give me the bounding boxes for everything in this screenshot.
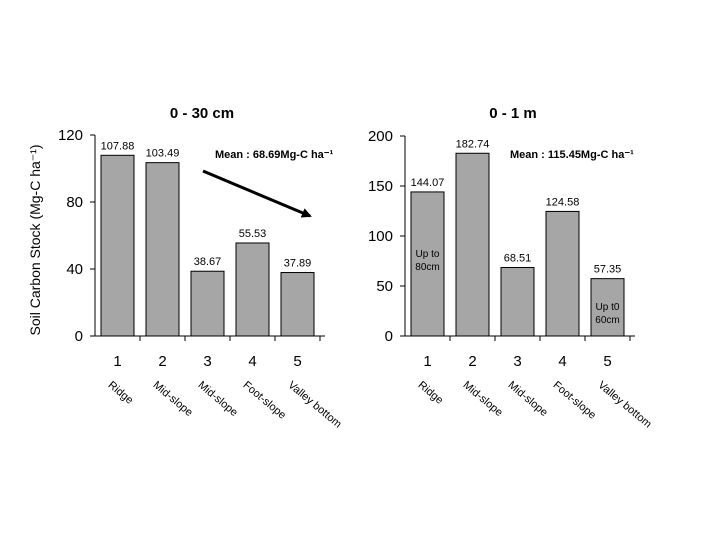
trend-arrow bbox=[202, 169, 312, 218]
category-number: 1 bbox=[113, 353, 121, 370]
bar bbox=[145, 162, 180, 337]
category-number: 4 bbox=[248, 353, 256, 370]
data-label: 55.53 bbox=[239, 228, 267, 240]
chart-left: 0 40 80 120 107.88 1 Ridge 103.49 2 Mid-slope 38.6… bbox=[58, 127, 344, 431]
bar bbox=[235, 242, 270, 337]
category-number: 2 bbox=[468, 353, 476, 370]
data-label: 68.51 bbox=[504, 252, 532, 264]
category-number: 2 bbox=[158, 353, 166, 370]
bar bbox=[100, 154, 135, 337]
bar bbox=[590, 278, 625, 337]
category-label: Ridge bbox=[416, 379, 446, 407]
y-tick-label: 100 bbox=[368, 228, 393, 245]
data-label: 124.58 bbox=[546, 196, 580, 208]
bar bbox=[190, 270, 225, 337]
mean-annotation-left: Mean : 68.69Mg-C ha⁻¹ bbox=[215, 149, 334, 161]
category-number: 1 bbox=[423, 353, 431, 370]
y-tick-label: 120 bbox=[58, 127, 83, 144]
data-label: 103.49 bbox=[146, 148, 180, 160]
bar bbox=[500, 266, 535, 337]
category-label: Mid-slope bbox=[506, 379, 550, 419]
mean-annotation-right: Mean : 115.45Mg-C ha⁻¹ bbox=[510, 149, 634, 161]
bar-note: 80cm bbox=[415, 262, 439, 273]
data-label: 182.74 bbox=[456, 138, 490, 150]
category-label: Valley bottom bbox=[596, 379, 654, 431]
category-label: Ridge bbox=[106, 379, 136, 407]
bar bbox=[410, 191, 445, 337]
data-label: 38.67 bbox=[194, 256, 222, 268]
category-number: 5 bbox=[603, 353, 611, 370]
category-label: Mid-slope bbox=[151, 379, 195, 419]
category-label: Foot-slope bbox=[241, 379, 289, 422]
category-label: Valley bottom bbox=[286, 379, 344, 431]
y-tick-label: 150 bbox=[368, 178, 393, 195]
y-tick-label: 200 bbox=[368, 128, 393, 145]
data-label: 144.07 bbox=[411, 177, 445, 189]
y-tick-label: 40 bbox=[66, 261, 83, 278]
data-label: 107.88 bbox=[101, 140, 135, 152]
data-label: 37.89 bbox=[284, 258, 312, 270]
category-number: 3 bbox=[513, 353, 521, 370]
y-axis-label: Soil Carbon Stock (Mg-C ha⁻¹) bbox=[27, 144, 43, 335]
category-number: 5 bbox=[293, 353, 301, 370]
bar-note: Up to bbox=[416, 249, 440, 260]
y-tick-label: 0 bbox=[75, 328, 83, 345]
bar bbox=[545, 210, 580, 337]
y-tick-label: 50 bbox=[376, 278, 393, 295]
bar bbox=[280, 272, 315, 337]
bar-note: 60cm bbox=[595, 315, 619, 326]
bar bbox=[455, 152, 490, 337]
category-label: Mid-slope bbox=[196, 379, 240, 419]
chart-title-left: 0 - 30 cm bbox=[170, 105, 234, 122]
y-tick-label: 80 bbox=[66, 194, 83, 211]
chart-right: 0 50 100 150 200 144.07 1 Ridge 182.74 2 Mid-slope… bbox=[368, 128, 654, 431]
data-label: 57.35 bbox=[594, 264, 622, 276]
category-label: Mid-slope bbox=[461, 379, 505, 419]
category-label: Foot-slope bbox=[551, 379, 599, 422]
category-number: 4 bbox=[558, 353, 566, 370]
bar-note: Up t0 bbox=[596, 302, 620, 313]
chart-title-right: 0 - 1 m bbox=[489, 105, 537, 122]
y-tick-label: 0 bbox=[385, 328, 393, 345]
category-number: 3 bbox=[203, 353, 211, 370]
